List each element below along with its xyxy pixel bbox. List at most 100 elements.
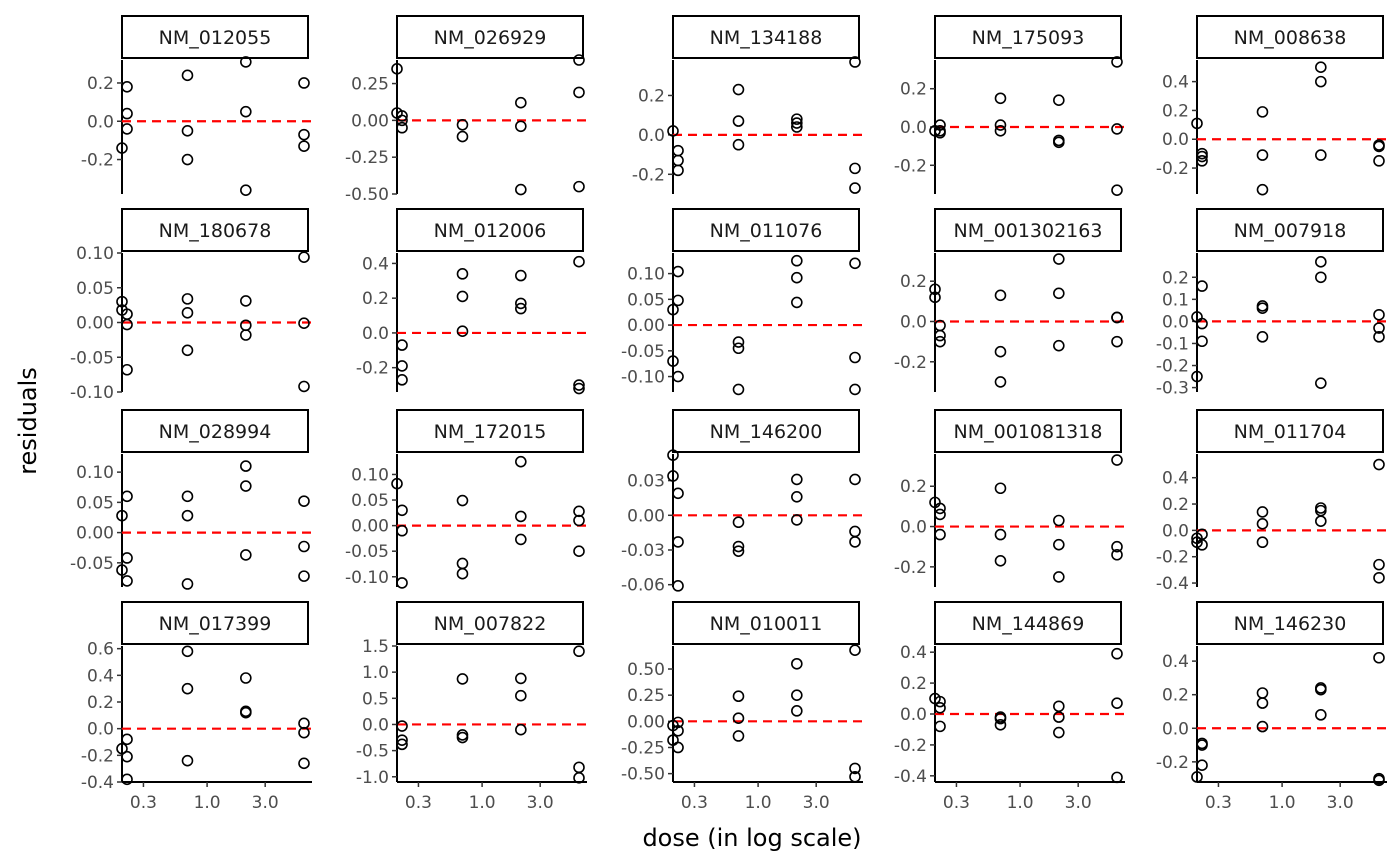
y-tick-label: 0.2 xyxy=(900,674,927,694)
facet-strip xyxy=(672,208,860,252)
y-tick-label: -0.10 xyxy=(70,383,114,403)
residual-point xyxy=(994,712,1007,725)
facet-title: NM_011076 xyxy=(710,220,823,242)
residual-point xyxy=(240,295,252,307)
residual-point xyxy=(121,552,133,564)
residual-point xyxy=(456,325,469,337)
y-axis-title: residuals xyxy=(14,367,42,475)
facet-panels: NM_012055 0.2 0.0 -0.2 NM_026929 0.25 0.00 -0.2… xyxy=(70,15,1387,813)
residual-point xyxy=(1315,256,1327,268)
residual-point xyxy=(298,717,310,730)
residual-point xyxy=(791,705,803,717)
y-tick-label: 0.10 xyxy=(351,465,389,485)
residual-point xyxy=(240,706,252,719)
residual-point xyxy=(116,564,128,576)
y-tick-label: 0.0 xyxy=(87,112,114,132)
residual-point xyxy=(1111,697,1123,709)
y-tick-label: -0.25 xyxy=(621,738,665,758)
residual-point xyxy=(240,329,252,341)
residual-point xyxy=(672,164,684,177)
residual-point xyxy=(298,128,310,141)
residual-point xyxy=(1111,311,1123,324)
residual-point xyxy=(1111,335,1123,348)
x-tick-label: 1.0 xyxy=(1269,793,1296,813)
residual-point xyxy=(1053,514,1065,527)
y-tick-label: 0.4 xyxy=(1162,73,1189,93)
residual-point xyxy=(1111,454,1123,466)
y-tick-label: -0.05 xyxy=(70,348,114,368)
residual-point xyxy=(849,383,861,396)
residual-point xyxy=(934,335,946,348)
residual-point xyxy=(121,107,133,120)
residual-point xyxy=(396,339,408,351)
x-axis-title: dose (in log scale) xyxy=(642,824,861,852)
y-tick-label: -0.2 xyxy=(1156,753,1189,773)
residual-point xyxy=(181,578,194,590)
y-tick-label: 0.05 xyxy=(76,279,114,299)
y-tick-label: 0.0 xyxy=(900,705,927,725)
residual-point xyxy=(181,754,194,767)
y-tick-label: 0.2 xyxy=(362,289,389,309)
residual-point xyxy=(849,473,861,486)
residual-point xyxy=(1373,322,1385,334)
facet-strip xyxy=(1196,601,1384,645)
y-tick-label: 1.0 xyxy=(362,663,389,683)
residual-point xyxy=(181,509,194,522)
y-tick-label: 0.2 xyxy=(87,693,114,713)
x-tick-label: 1.0 xyxy=(745,793,772,813)
facet-title: NM_144869 xyxy=(972,613,1085,635)
facet-panel: NM_026929 0.25 0.00 -0.25 -0.50 xyxy=(345,15,587,205)
residual-point xyxy=(732,730,745,742)
residual-point xyxy=(672,487,684,500)
residual-point xyxy=(994,92,1007,105)
residual-point xyxy=(732,516,745,529)
residual-point xyxy=(732,342,745,355)
residual-point xyxy=(181,125,194,137)
residual-point xyxy=(1196,317,1208,330)
residual-point xyxy=(298,757,310,770)
y-tick-label: -0.2 xyxy=(894,736,927,756)
y-tick-label: -0.50 xyxy=(345,185,389,205)
y-tick-label: -0.2 xyxy=(894,353,927,373)
residual-point xyxy=(791,657,803,670)
residual-point xyxy=(1111,771,1123,784)
residual-point xyxy=(456,557,469,570)
residual-point xyxy=(732,83,745,96)
y-tick-label: 0.0 xyxy=(900,312,927,332)
residual-point xyxy=(456,130,469,143)
y-tick-label: 0.4 xyxy=(1162,469,1189,489)
residual-point xyxy=(298,540,310,553)
residual-point xyxy=(732,690,745,703)
residual-point xyxy=(994,555,1007,567)
facet-title: NM_180678 xyxy=(159,220,272,242)
residual-point xyxy=(1373,571,1385,584)
residual-point xyxy=(1053,700,1065,713)
facet-strip xyxy=(121,601,309,645)
y-tick-label: 0.0 xyxy=(900,118,927,138)
y-tick-label: 0.4 xyxy=(900,643,927,663)
residual-point xyxy=(573,379,585,391)
y-tick-label: -0.05 xyxy=(70,554,114,574)
facet-strip xyxy=(934,15,1122,59)
residual-point xyxy=(515,183,527,196)
residual-point xyxy=(515,96,527,109)
y-tick-label: 0.0 xyxy=(1162,130,1189,150)
residual-point xyxy=(1053,571,1065,583)
y-tick-label: 0.00 xyxy=(627,506,665,526)
y-tick-label: 0.05 xyxy=(351,491,389,511)
residual-point xyxy=(1315,271,1327,284)
residual-point xyxy=(849,257,861,270)
facet-title: NM_026929 xyxy=(434,27,547,49)
residual-point xyxy=(849,525,861,538)
facet-strip xyxy=(1196,15,1384,59)
residual-point xyxy=(1196,739,1208,751)
facet-title: NM_172015 xyxy=(434,421,547,443)
residual-point xyxy=(994,482,1007,495)
facet-strip xyxy=(934,601,1122,645)
y-tick-label: 0.05 xyxy=(627,290,665,310)
residual-point xyxy=(849,56,861,68)
residual-point xyxy=(791,473,803,486)
residual-point xyxy=(240,549,252,561)
residual-point xyxy=(929,283,941,296)
y-tick-label: 0.0 xyxy=(1162,312,1189,332)
